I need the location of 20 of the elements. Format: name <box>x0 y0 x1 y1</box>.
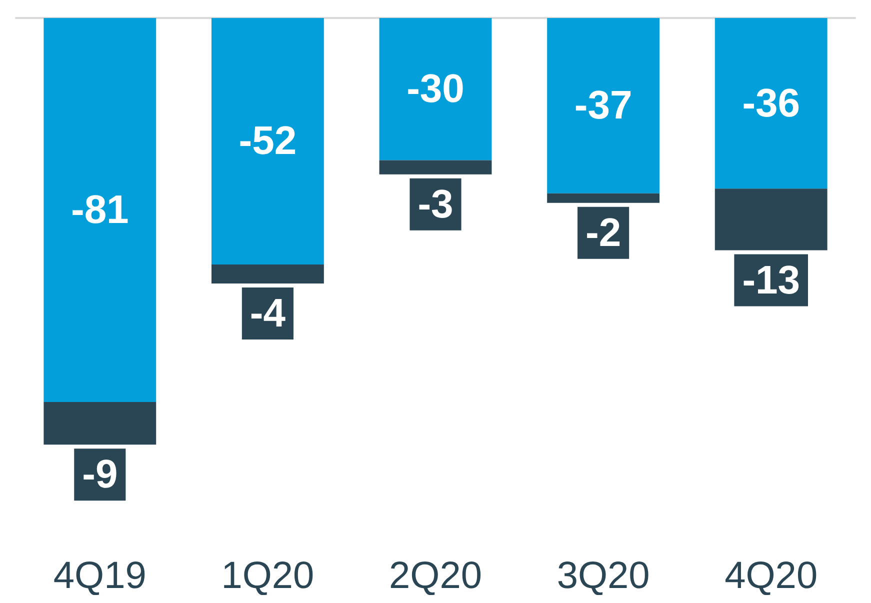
data-label: -4 <box>250 291 286 336</box>
bar <box>714 18 828 189</box>
data-label: -9 <box>82 452 118 497</box>
data-label: -36 <box>742 81 800 126</box>
data-label: -13 <box>742 258 800 302</box>
bar <box>547 193 660 203</box>
bar <box>211 264 324 284</box>
bar <box>379 18 492 160</box>
data-label: -52 <box>238 119 297 164</box>
bar <box>379 160 492 174</box>
bar <box>714 188 828 250</box>
bar <box>211 18 324 264</box>
data-label: -2 <box>586 210 622 255</box>
data-label: -37 <box>574 84 632 128</box>
bar <box>44 18 156 402</box>
data-label: -30 <box>406 67 464 112</box>
bar <box>44 402 156 445</box>
bar <box>547 18 660 194</box>
data-label: -3 <box>418 182 454 226</box>
data-label: -81 <box>70 188 129 232</box>
